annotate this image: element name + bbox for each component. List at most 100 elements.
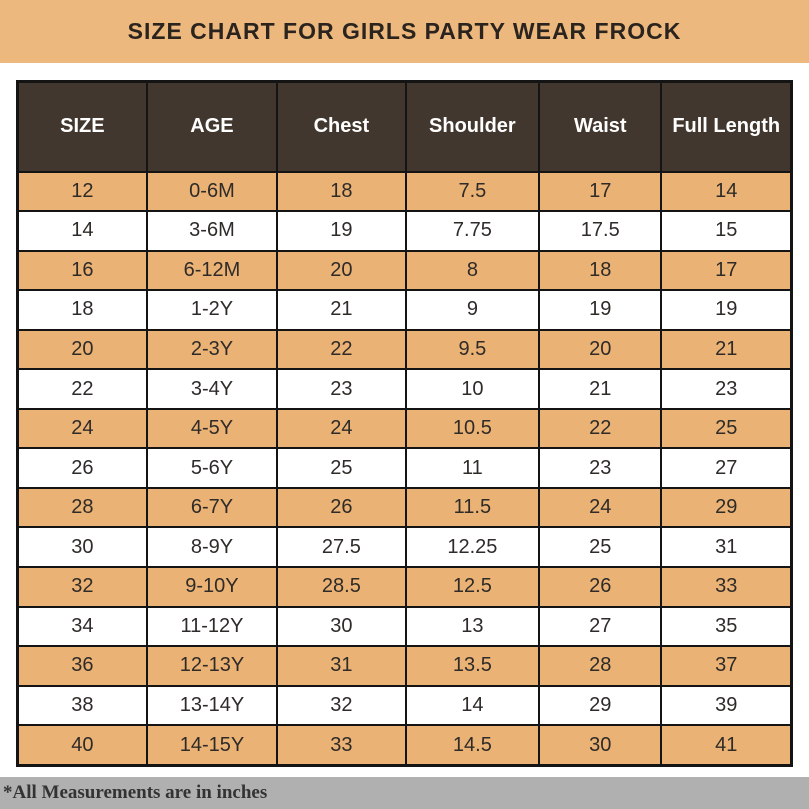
column-header-waist: Waist [538,80,663,173]
table-cell: 27.5 [276,526,407,568]
table-cell: 3-6M [145,210,279,252]
table-cell: 4-5Y [145,407,279,450]
table-row: 30 8-9Y 27.5 12.25 25 31 [16,526,793,568]
table-cell: 13 [404,605,541,648]
table-cell: 30 [538,724,663,767]
table-cell: 3-4Y [145,368,279,410]
table-cell: 31 [660,526,793,568]
table-row: 32 9-10Y 28.5 12.5 26 33 [16,565,793,608]
table-cell: 31 [276,645,407,687]
table-cell: 33 [276,724,407,767]
table-row: 40 14-15Y 33 14.5 30 41 [16,724,793,767]
table-row: 36 12-13Y 31 13.5 28 37 [16,645,793,687]
table-cell: 33 [660,565,793,608]
table-cell: 30 [276,605,407,648]
table-cell: 17 [538,170,663,213]
table-cell: 34 [16,605,148,648]
table-cell: 8-9Y [145,526,279,568]
table-cell: 5-6Y [145,447,279,489]
table-cell: 22 [538,407,663,450]
table-cell: 32 [16,565,148,608]
table-cell: 14 [404,684,541,727]
table-cell: 14.5 [404,724,541,767]
table-cell: 12.25 [404,526,541,568]
table-cell: 13-14Y [145,684,279,727]
table-cell: 9-10Y [145,565,279,608]
size-chart-container: SIZE AGE Chest Shoulder Waist Full Length 12 0… [16,80,793,767]
table-cell: 37 [660,645,793,687]
table-cell: 12.5 [404,565,541,608]
table-cell: 29 [660,486,793,529]
table-cell: 11.5 [404,486,541,529]
table-cell: 24 [538,486,663,529]
table-row: 18 1-2Y 21 9 19 19 [16,289,793,331]
title-banner: SIZE CHART FOR GIRLS PARTY WEAR FROCK [0,0,809,63]
table-cell: 17.5 [538,210,663,252]
table-cell: 1-2Y [145,289,279,331]
table-cell: 26 [276,486,407,529]
table-cell: 12 [16,170,148,213]
table-cell: 19 [660,289,793,331]
table-cell: 30 [16,526,148,568]
table-cell: 40 [16,724,148,767]
table-cell: 22 [276,328,407,371]
table-cell: 18 [538,249,663,292]
table-cell: 27 [538,605,663,648]
table-cell: 23 [276,368,407,410]
table-cell: 21 [538,368,663,410]
table-cell: 26 [16,447,148,489]
table-cell: 9 [404,289,541,331]
table-cell: 10.5 [404,407,541,450]
table-cell: 36 [16,645,148,687]
table-cell: 9.5 [404,328,541,371]
table-cell: 25 [276,447,407,489]
footnote-bar: *All Measurements are in inches [0,777,809,809]
column-header-age: AGE [145,80,279,173]
table-cell: 41 [660,724,793,767]
table-cell: 11 [404,447,541,489]
column-header-shoulder: Shoulder [404,80,541,173]
table-cell: 14-15Y [145,724,279,767]
column-header-full-length: Full Length [660,80,793,173]
table-cell: 18 [16,289,148,331]
table-cell: 32 [276,684,407,727]
table-cell: 8 [404,249,541,292]
table-header-row: SIZE AGE Chest Shoulder Waist Full Length [16,80,793,173]
table-cell: 26 [538,565,663,608]
column-header-size: SIZE [16,80,148,173]
table-cell: 28.5 [276,565,407,608]
table-cell: 23 [660,368,793,410]
table-cell: 2-3Y [145,328,279,371]
table-row: 38 13-14Y 32 14 29 39 [16,684,793,727]
table-row: 16 6-12M 20 8 18 17 [16,249,793,292]
table-row: 24 4-5Y 24 10.5 22 25 [16,407,793,450]
table-cell: 0-6M [145,170,279,213]
column-header-chest: Chest [276,80,407,173]
table-cell: 13.5 [404,645,541,687]
table-cell: 24 [276,407,407,450]
table-cell: 15 [660,210,793,252]
table-cell: 35 [660,605,793,648]
table-row: 28 6-7Y 26 11.5 24 29 [16,486,793,529]
table-body: 12 0-6M 18 7.5 17 14 14 3-6M 19 7.75 17.5 15 16 6-12M… [16,170,793,767]
table-cell: 21 [276,289,407,331]
table-cell: 20 [538,328,663,371]
table-row: 22 3-4Y 23 10 21 23 [16,368,793,410]
table-row: 20 2-3Y 22 9.5 20 21 [16,328,793,371]
table-cell: 14 [660,170,793,213]
table-row: 34 11-12Y 30 13 27 35 [16,605,793,648]
table-cell: 19 [276,210,407,252]
table-cell: 24 [16,407,148,450]
table-cell: 17 [660,249,793,292]
table-cell: 29 [538,684,663,727]
table-cell: 21 [660,328,793,371]
measurements-note: *All Measurements are in inches [3,782,268,803]
table-cell: 10 [404,368,541,410]
table-cell: 6-7Y [145,486,279,529]
table-cell: 39 [660,684,793,727]
table-cell: 23 [538,447,663,489]
table-row: 14 3-6M 19 7.75 17.5 15 [16,210,793,252]
table-cell: 14 [16,210,148,252]
table-cell: 20 [16,328,148,371]
table-row: 26 5-6Y 25 11 23 27 [16,447,793,489]
